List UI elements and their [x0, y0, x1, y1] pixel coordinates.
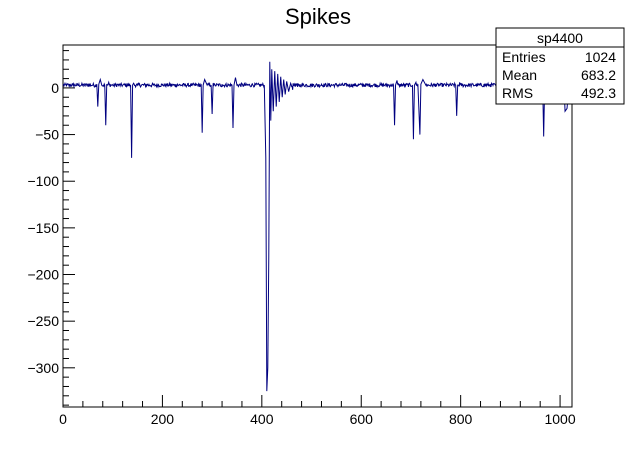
x-tick-label: 600	[350, 411, 374, 427]
stats-mean-value: 683.2	[581, 67, 616, 83]
x-tick-label: 400	[250, 411, 274, 427]
y-tick-label: −200	[27, 267, 59, 283]
stats-box-name: sp4400	[537, 30, 583, 46]
y-axis: 0 −50 −100 −150 −200 −250 −300	[27, 50, 75, 406]
plot-area	[62, 44, 573, 408]
y-tick-label: −250	[27, 313, 59, 329]
stats-entries-label: Entries	[502, 49, 546, 65]
chart-title: Spikes	[285, 4, 351, 29]
stats-rms-label: RMS	[502, 85, 533, 101]
y-tick-label: −300	[27, 360, 59, 376]
x-axis: 0 200 400 600 800 1000	[59, 395, 576, 427]
x-tick-label: 1000	[544, 411, 575, 427]
plot-frame	[62, 44, 573, 408]
x-tick-label: 200	[151, 411, 175, 427]
stats-box-frame	[495, 27, 625, 105]
series-layer	[62, 61, 573, 392]
x-tick-label: 0	[59, 411, 67, 427]
y-tick-label: −50	[35, 127, 59, 143]
stats-rms-value: 492.3	[581, 85, 616, 101]
spikes-series-line	[62, 61, 573, 392]
y-tick-label: −100	[27, 173, 59, 189]
stats-entries-value: 1024	[585, 49, 616, 65]
x-tick-label: 800	[449, 411, 473, 427]
stats-mean-label: Mean	[502, 67, 537, 83]
y-tick-label: 0	[51, 80, 59, 96]
stats-box: sp4400 Entries 1024 Mean 683.2 RMS 492.3	[495, 27, 625, 105]
y-tick-label: −150	[27, 220, 59, 236]
